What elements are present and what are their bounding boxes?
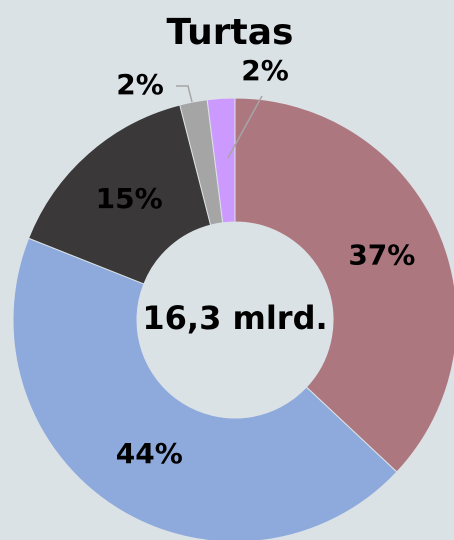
data-label: 2% xyxy=(116,68,164,101)
slice xyxy=(27,104,212,285)
leader-line xyxy=(176,85,193,103)
data-label: 44% xyxy=(116,437,183,470)
leader-line xyxy=(227,95,263,159)
data-label: 2% xyxy=(241,54,289,87)
slice xyxy=(206,97,236,224)
chart-title: Turtas xyxy=(167,12,294,53)
data-label: 37% xyxy=(348,238,415,271)
data-label: 15% xyxy=(96,182,163,215)
slice xyxy=(234,97,454,473)
center-label: 16,3 mlrd. xyxy=(142,299,327,337)
slice xyxy=(12,237,398,540)
